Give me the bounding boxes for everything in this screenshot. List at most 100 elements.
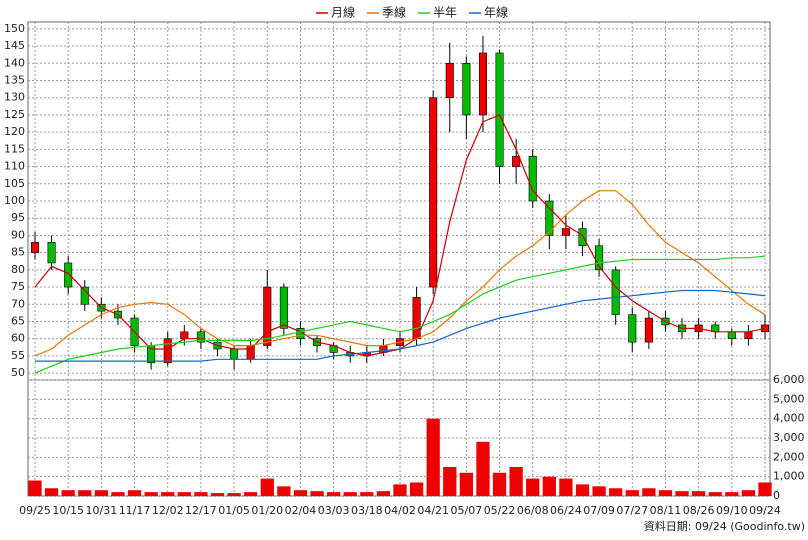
x-tick-label: 03/03	[318, 504, 350, 517]
candle-body	[263, 286, 272, 346]
volume-bar	[492, 472, 507, 496]
volume-bar	[327, 492, 341, 496]
volume-bar	[708, 492, 722, 496]
candle-body	[727, 331, 736, 339]
x-tick-label: 06/24	[550, 504, 582, 517]
volume-bar	[409, 482, 424, 496]
candle-body	[495, 52, 504, 167]
ma-line	[34, 255, 766, 374]
x-tick-label: 12/17	[185, 504, 217, 517]
x-tick-label: 10/15	[52, 504, 84, 517]
x-tick-label: 05/22	[484, 504, 516, 517]
x-tick-label: 04/02	[384, 504, 416, 517]
y-tick-label: 70	[11, 297, 25, 310]
candle-body	[429, 97, 438, 288]
footer: 資料日期: 09/24 (Goodinfo.tw)	[644, 519, 805, 533]
volume-bar	[111, 492, 125, 496]
volume-bar	[61, 490, 75, 496]
y-tick-label: 150	[4, 22, 25, 35]
volume-bar	[476, 441, 490, 496]
volume-bar	[360, 492, 374, 496]
candle-body	[545, 200, 554, 236]
x-tick-label: 04/21	[417, 504, 449, 517]
y-tick-label: 110	[4, 160, 25, 173]
legend-label: 年線	[484, 5, 508, 20]
volume-bar	[44, 488, 59, 496]
y2-tick-label: 0	[773, 489, 780, 502]
y-tick-label: 130	[4, 91, 25, 104]
y-tick-label: 65	[11, 314, 25, 327]
y-tick-label: 75	[11, 280, 25, 293]
x-tick-label: 09/10	[716, 504, 748, 517]
y-tick-label: 120	[4, 125, 25, 138]
volume-bar	[675, 491, 689, 496]
candle-body	[595, 245, 604, 271]
volume-bar	[725, 492, 739, 496]
x-tick-label: 12/02	[152, 504, 184, 517]
volume-bar	[94, 490, 108, 496]
y-tick-label: 85	[11, 246, 25, 259]
volume-bar	[177, 492, 191, 496]
candle-body	[64, 262, 73, 288]
candle-body	[528, 155, 537, 202]
candle-body	[47, 242, 56, 264]
y2-tick-label: 5,000	[773, 392, 805, 405]
candle-body	[230, 348, 239, 360]
volume-bar	[609, 488, 623, 496]
ma-line	[35, 289, 766, 362]
volume-bar	[227, 493, 241, 496]
x-tick-label: 09/25	[19, 504, 51, 517]
x-tick-label: 11/17	[119, 504, 151, 517]
volume-bar	[260, 478, 274, 496]
x-tick-label: 01/20	[251, 504, 283, 517]
volume-bar	[78, 490, 92, 496]
ma-line	[34, 190, 766, 357]
volume-bar	[642, 488, 656, 496]
volume-bar	[293, 490, 308, 496]
y-tick-label: 50	[11, 366, 25, 379]
volume-bar	[526, 478, 540, 496]
y2-tick-label: 3,000	[773, 431, 805, 444]
y-tick-label: 55	[11, 349, 25, 362]
x-tick-label: 02/04	[285, 504, 317, 517]
volume-bar	[459, 472, 473, 496]
candle-body	[163, 338, 172, 364]
volume-bar	[194, 492, 208, 496]
x-tick-label: 07/27	[616, 504, 648, 517]
candle-body	[445, 63, 454, 99]
volume-bar	[559, 478, 573, 496]
x-tick-label: 07/09	[583, 504, 615, 517]
x-tick-label: 01/05	[218, 504, 250, 517]
candle-body	[246, 345, 255, 360]
candle-body	[147, 345, 156, 364]
y2-tick-label: 6,000	[773, 373, 805, 386]
volume-bar	[509, 467, 523, 496]
x-tick-label: 06/08	[517, 504, 549, 517]
candle-body	[80, 286, 89, 305]
volume-bar	[310, 491, 324, 496]
x-tick-label: 08/11	[650, 504, 682, 517]
candle-body	[628, 314, 637, 343]
y-tick-label: 60	[11, 332, 25, 345]
candle-body	[279, 286, 288, 329]
volume-bar	[741, 490, 756, 496]
candle-body	[196, 331, 205, 343]
candle-body	[644, 317, 653, 343]
volume-bar	[575, 484, 590, 496]
x-tick-label: 09/24	[749, 504, 781, 517]
candle-body	[30, 242, 40, 253]
candle-body	[578, 228, 587, 247]
volume-bar	[443, 467, 457, 496]
candle-body	[760, 324, 770, 333]
volume-bar	[244, 492, 258, 496]
y-tick-label: 90	[11, 228, 25, 241]
y-tick-label: 135	[4, 74, 25, 87]
y-tick-label: 100	[4, 194, 25, 207]
y-tick-label: 80	[11, 263, 25, 276]
volume-bar	[758, 482, 772, 496]
volume-bar	[210, 493, 225, 496]
candle-body	[611, 269, 620, 315]
y2-tick-label: 1,000	[773, 470, 805, 483]
candle-body	[744, 331, 753, 339]
